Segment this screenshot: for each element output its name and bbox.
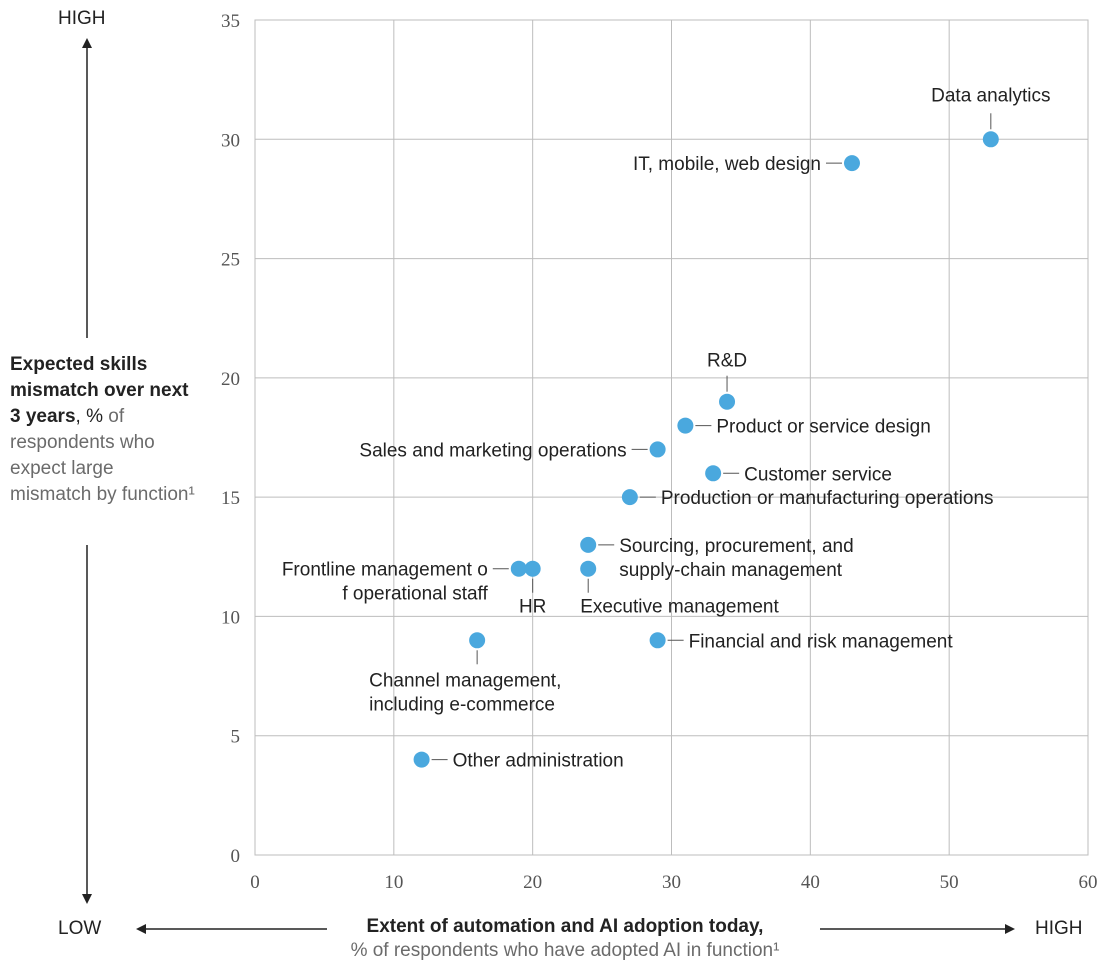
y-tick-label: 20 [221, 369, 240, 390]
y-axis-high-label: HIGH [58, 8, 106, 29]
y-axis-title-sub: of respondents who expect large mismatch… [10, 406, 195, 505]
data-label: Channel management, including e-commerce [369, 670, 561, 715]
y-tick-label: 0 [231, 846, 241, 867]
data-point [649, 632, 666, 649]
x-tick-label: 10 [384, 872, 403, 893]
y-tick-label: 5 [231, 727, 241, 748]
y-axis-title-separator: , % [75, 406, 103, 427]
y-tick-label: 15 [221, 488, 240, 509]
x-axis-low-label: LOW [58, 918, 102, 939]
y-tick-label: 30 [221, 130, 240, 151]
x-tick-label: 20 [523, 872, 542, 893]
data-point [719, 393, 736, 410]
data-label: Other administration [453, 751, 624, 772]
data-label: Product or service design [716, 417, 930, 438]
data-point [677, 417, 694, 434]
data-label: Executive management [580, 597, 779, 618]
tick-labels: 0 10 20 30 40 50 60 0 5 10 15 20 25 30 35 [221, 11, 1098, 893]
data-points [413, 131, 999, 768]
x-tick-label: 0 [250, 872, 260, 893]
data-labels: Data analytics IT, mobile, web design R&D P… [282, 85, 1051, 771]
y-axis-title: Expected skills mismatch over next 3 yea… [10, 352, 200, 508]
grid-lines [255, 20, 1088, 855]
data-label: Data analytics [931, 85, 1050, 106]
data-point [705, 465, 722, 482]
data-label: Sales and marketing operations [359, 440, 626, 461]
y-tick-label: 25 [221, 250, 240, 271]
data-label: HR [519, 597, 546, 618]
x-axis-title-sub: % of respondents who have adopted AI in … [350, 940, 780, 961]
x-tick-label: 50 [940, 872, 959, 893]
data-point [843, 155, 860, 172]
x-tick-label: 30 [662, 872, 681, 893]
data-point [524, 560, 541, 577]
data-point [649, 441, 666, 458]
x-axis-high-label: HIGH [1035, 918, 1083, 939]
x-tick-label: 40 [801, 872, 820, 893]
data-point [580, 536, 597, 553]
data-point [510, 560, 527, 577]
x-axis-title-main: Extent of automation and AI adoption tod… [366, 916, 764, 937]
data-point [621, 489, 638, 506]
data-point [580, 560, 597, 577]
data-label: IT, mobile, web design [633, 154, 821, 175]
data-point [469, 632, 486, 649]
data-label: Customer service [744, 464, 892, 485]
x-tick-label: 60 [1079, 872, 1098, 893]
data-label: Sourcing, procurement, and supply-chain m… [619, 536, 853, 581]
y-tick-label: 35 [221, 11, 240, 32]
data-label: Production or manufacturing operations [661, 488, 994, 509]
data-point [413, 751, 430, 768]
y-tick-label: 10 [221, 607, 240, 628]
leader-lines [431, 113, 992, 761]
plot-frame [254, 19, 1089, 856]
data-label: Financial and risk management [689, 631, 954, 652]
data-label: R&D [707, 351, 747, 372]
x-axis-title: Extent of automation and AI adoption tod… [255, 915, 875, 963]
y-axis-title-main: Expected skills mismatch over next 3 yea… [10, 354, 189, 427]
data-point [982, 131, 999, 148]
